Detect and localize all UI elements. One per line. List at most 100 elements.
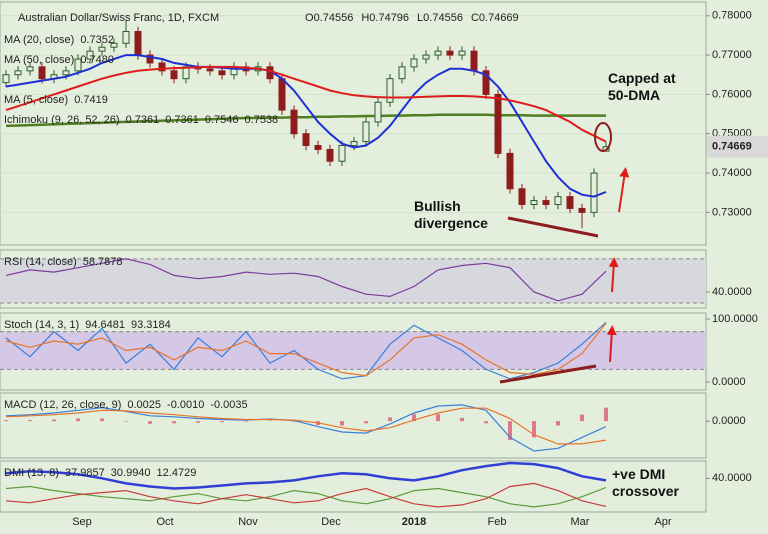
candle-body [302, 133, 310, 147]
legend-text: DMI (13, 8) [4, 467, 59, 479]
legend-text: 12.4729 [157, 467, 197, 479]
histogram-bar [28, 420, 32, 422]
histogram-bar [580, 414, 584, 422]
x-tick-label: Sep [72, 516, 92, 528]
x-tick-label: Feb [488, 516, 507, 528]
arrow [606, 325, 617, 363]
legend-text: Stoch (14, 3, 1) [4, 319, 79, 331]
ohlc-value: 0.74556 [314, 12, 354, 24]
ohlc-label: C [471, 12, 479, 24]
x-tick-label: Apr [654, 516, 671, 528]
candle-body [590, 172, 598, 213]
panel-bg [0, 460, 707, 513]
candle-body [386, 78, 394, 103]
candle-body [338, 145, 346, 162]
histogram-bar [148, 421, 152, 424]
candle-body [542, 200, 550, 206]
candle-body [506, 152, 514, 190]
candle-body [290, 109, 298, 135]
candle-body [170, 70, 178, 80]
indicator-line [5, 407, 607, 445]
histogram-bar [604, 407, 608, 422]
histogram-bar [268, 420, 272, 422]
y-tick-label: 0.73000 [712, 206, 752, 218]
ohlc-value: 0.74669 [479, 12, 519, 24]
y-tick-label: 0.0000 [712, 415, 746, 427]
price-box-label: 0.74669 [712, 141, 752, 153]
panel-bg [0, 392, 707, 459]
candle-body [14, 70, 22, 76]
y-tick-label: 40.0000 [712, 286, 752, 298]
legend-text: 94.6481 [85, 319, 125, 331]
histogram-bar [388, 417, 392, 422]
candle-body [482, 70, 490, 95]
candle-body [578, 207, 586, 213]
legend-text: 0.7419 [74, 94, 108, 106]
histogram-bar [484, 421, 488, 424]
ichimoku-line [5, 113, 606, 128]
candle-body [326, 148, 334, 162]
candle-body [98, 46, 106, 52]
legend-text: Ichimoku (9, 26, 52, 26) [4, 114, 120, 126]
histogram-bar [244, 421, 248, 422]
legend-text: 0.7352 [80, 34, 114, 46]
candle-body [146, 54, 154, 64]
candle-body [398, 66, 406, 80]
y-tick-label: 40.0000 [712, 472, 752, 484]
ohlc-label: L [417, 12, 423, 24]
histogram-bar [436, 414, 440, 422]
histogram-bar [52, 419, 56, 422]
histogram-bar [220, 421, 224, 423]
price-box [707, 135, 768, 158]
legend-text: 30.9940 [111, 467, 151, 479]
ohlc-label: H [361, 12, 369, 24]
x-tick-label: Dec [321, 516, 341, 528]
x-tick-label: Nov [238, 516, 258, 528]
band [0, 258, 706, 304]
legend-text: Australian Dollar/Swiss Franc, 1D, FXCM [18, 12, 219, 24]
legend-text: 93.3184 [131, 319, 171, 331]
legend-text: 58.7878 [83, 256, 123, 268]
legend-text: 37.9857 [65, 467, 105, 479]
candle-body [446, 50, 454, 56]
candle-body [110, 42, 118, 48]
annotation: Bullish divergence [414, 198, 488, 231]
indicator-line [5, 485, 607, 508]
histogram-bar [508, 421, 512, 441]
y-tick-label: 0.0000 [712, 376, 746, 388]
ohlc-value: 0.74556 [423, 12, 463, 24]
histogram-bar [292, 421, 296, 422]
y-tick-label: 0.77000 [712, 49, 752, 61]
highlight-circle [594, 122, 612, 152]
histogram-bar [4, 420, 8, 422]
ohlc-value: 0.74796 [369, 12, 409, 24]
candle-body [26, 66, 34, 72]
candle-body [470, 50, 478, 72]
indicator-line [5, 322, 607, 377]
legend-text: MA (50, close) [4, 54, 74, 66]
candle-body [314, 145, 322, 150]
histogram-bar [172, 421, 176, 424]
candle-body [86, 50, 94, 60]
histogram-bar [76, 418, 80, 422]
x-tick-label: Oct [156, 516, 173, 528]
legend-text: -0.0035 [210, 399, 247, 411]
candle-body [2, 74, 10, 84]
legend-text: 0.7361 [126, 114, 160, 126]
candle-body [362, 121, 370, 143]
candle-body [158, 62, 166, 72]
legend-text: RSI (14, close) [4, 256, 77, 268]
legend-text: MA (20, close) [4, 34, 74, 46]
candle-body [422, 54, 430, 60]
arrow [618, 167, 630, 213]
ohlc-label: O [305, 12, 314, 24]
arrow [608, 257, 619, 293]
divergence-line [499, 364, 597, 384]
y-tick-label: 0.74000 [712, 167, 752, 179]
legend-text: 0.7546 [205, 114, 239, 126]
candle-body [494, 93, 502, 154]
candle-body [38, 66, 46, 80]
candle-body [410, 58, 418, 68]
